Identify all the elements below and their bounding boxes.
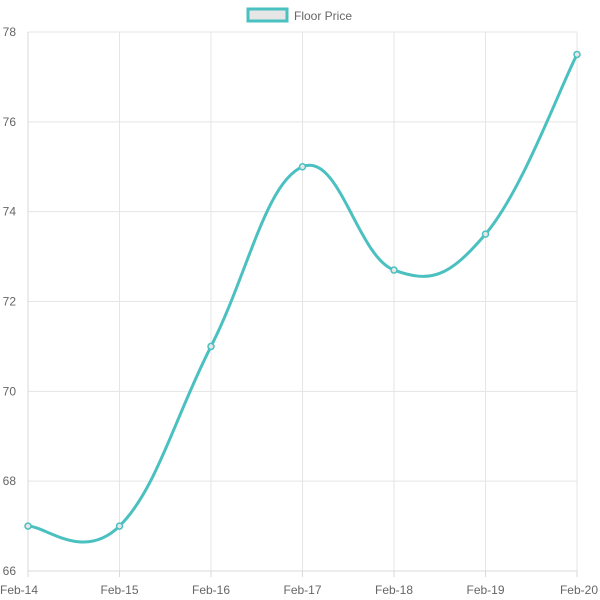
x-tick-label: Feb-20 xyxy=(560,583,598,597)
data-point[interactable] xyxy=(298,163,307,171)
data-point[interactable] xyxy=(573,50,581,59)
axis-layer: 66 68 70 72 74 76 78 Feb-14 Feb-15 Feb-16 Feb-17 Fe… xyxy=(0,25,598,597)
y-tick-label: 70 xyxy=(3,384,17,398)
x-tick-label: Feb-14 xyxy=(0,583,38,597)
legend[interactable]: Floor Price xyxy=(246,7,352,23)
legend-swatch[interactable] xyxy=(246,7,289,23)
x-tick-label: Feb-19 xyxy=(466,583,504,597)
x-tick-label: Feb-16 xyxy=(192,583,230,597)
y-tick-label: 66 xyxy=(3,564,17,578)
y-tick-label: 76 xyxy=(3,115,17,129)
data-point[interactable] xyxy=(390,266,398,274)
y-tick-label: 68 xyxy=(3,474,17,488)
y-tick-label: 72 xyxy=(3,295,17,309)
x-tick-label: Feb-18 xyxy=(375,583,413,597)
grid-layer xyxy=(27,31,578,572)
data-point[interactable] xyxy=(481,230,490,238)
x-tick-label: Feb-15 xyxy=(100,583,138,597)
y-tick-label: 78 xyxy=(3,25,17,39)
data-point[interactable] xyxy=(24,522,32,530)
legend-label-floor-price[interactable]: Floor Price xyxy=(294,9,352,23)
data-point[interactable] xyxy=(207,342,215,351)
data-point[interactable] xyxy=(115,522,124,530)
x-tick-label: Feb-17 xyxy=(283,583,321,597)
series-layer xyxy=(24,50,581,544)
y-tick-label: 74 xyxy=(3,205,17,219)
